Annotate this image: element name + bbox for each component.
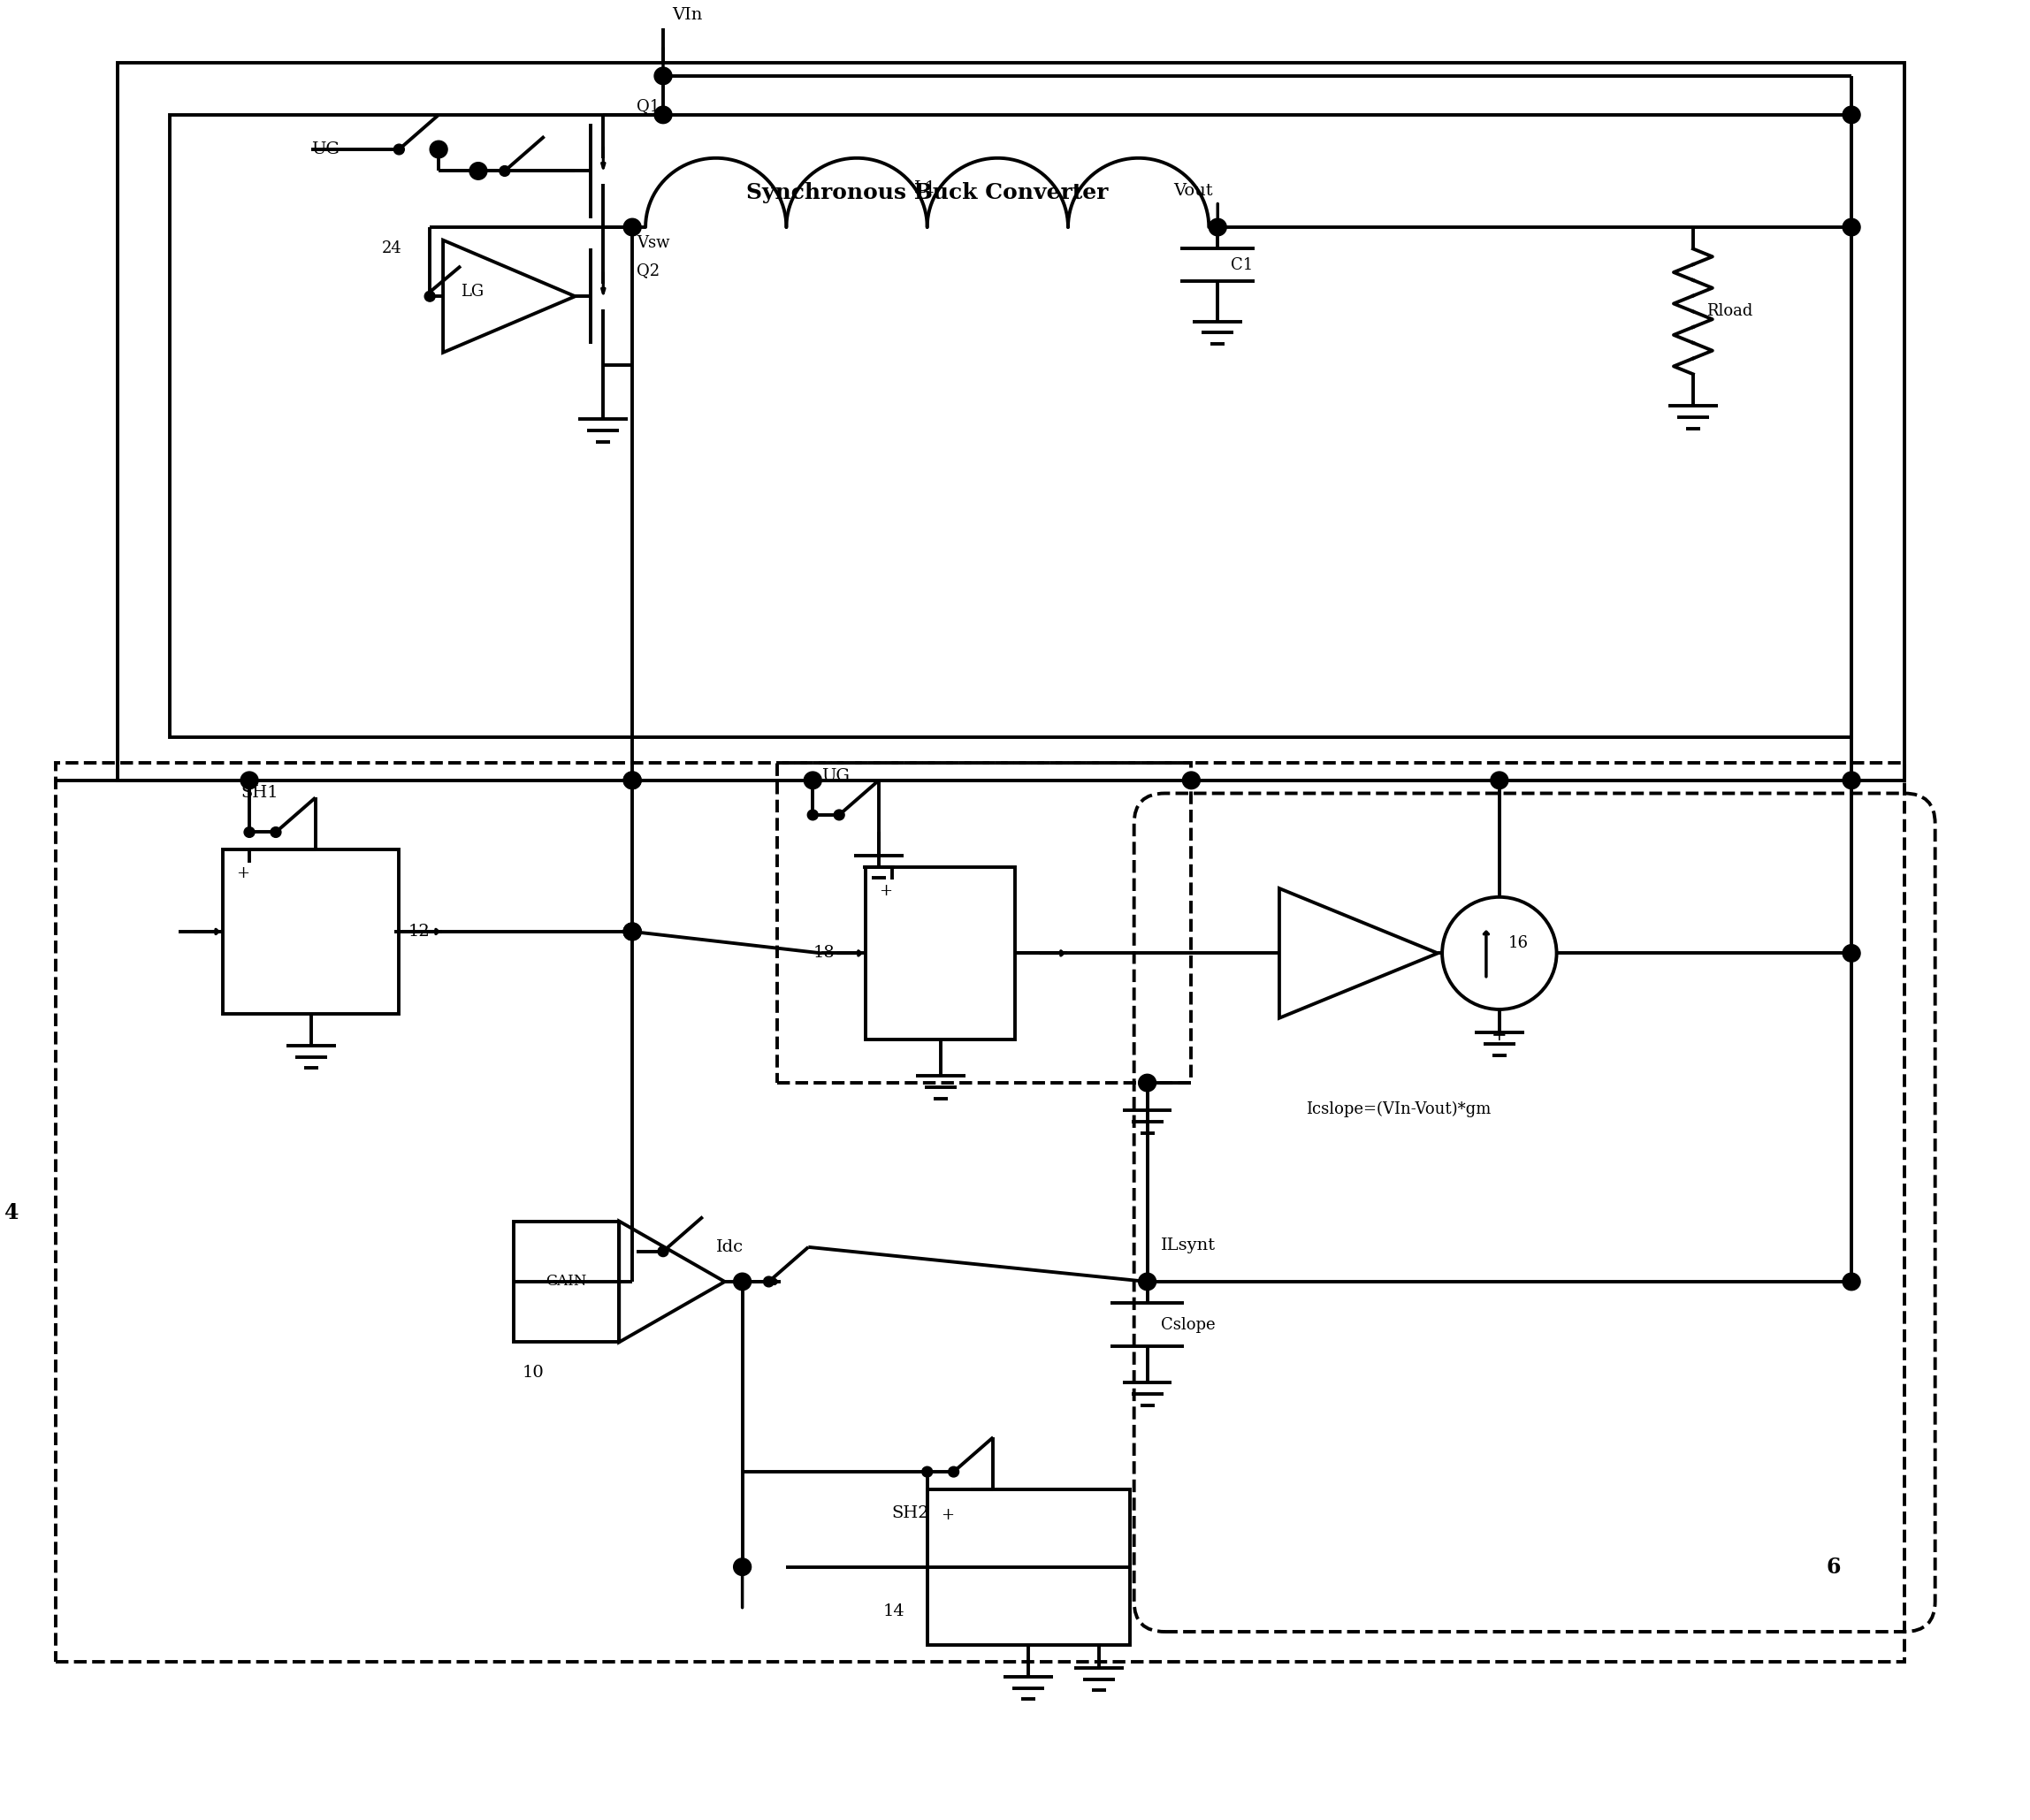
Text: C1: C1 — [1230, 257, 1253, 273]
Bar — [928, 1489, 1129, 1645]
Circle shape — [1843, 772, 1859, 790]
Circle shape — [430, 140, 447, 158]
Circle shape — [623, 923, 641, 941]
Text: Vsw: Vsw — [637, 235, 670, 251]
Text: 14: 14 — [883, 1603, 905, 1620]
Circle shape — [808, 810, 818, 821]
Text: Idc: Idc — [717, 1239, 743, 1256]
Text: ILsynt: ILsynt — [1161, 1238, 1216, 1254]
Text: UG: UG — [311, 142, 339, 157]
Circle shape — [623, 218, 641, 237]
Text: Rload: Rload — [1707, 304, 1752, 318]
Text: 16: 16 — [1508, 935, 1529, 950]
Text: UG: UG — [822, 768, 851, 784]
Circle shape — [1139, 1272, 1155, 1290]
Text: +: + — [879, 883, 891, 899]
Circle shape — [1843, 106, 1859, 124]
Circle shape — [1139, 1074, 1155, 1092]
Text: +: + — [940, 1507, 954, 1523]
Text: Vout: Vout — [1173, 184, 1214, 198]
Text: 18: 18 — [812, 945, 834, 961]
Circle shape — [834, 810, 844, 821]
Text: Cslope: Cslope — [1161, 1318, 1216, 1332]
Circle shape — [1843, 945, 1859, 961]
Circle shape — [623, 923, 641, 941]
Text: Q1: Q1 — [637, 98, 660, 115]
Text: 6: 6 — [1827, 1556, 1841, 1578]
Bar — [777, 763, 1192, 1083]
Text: Synchronous Buck Converter: Synchronous Buck Converter — [747, 182, 1108, 204]
Circle shape — [733, 1272, 751, 1290]
Circle shape — [242, 772, 258, 790]
Text: LG: LG — [461, 284, 483, 300]
Circle shape — [654, 106, 672, 124]
Circle shape — [424, 291, 434, 302]
Text: L1: L1 — [914, 180, 936, 197]
Bar — [118, 64, 1904, 781]
Text: 12: 12 — [408, 925, 430, 939]
Text: Icslope=(VIn-Vout)*gm: Icslope=(VIn-Vout)*gm — [1305, 1101, 1490, 1117]
Circle shape — [1843, 1272, 1859, 1290]
Circle shape — [499, 166, 510, 177]
Circle shape — [1210, 218, 1226, 237]
Circle shape — [623, 772, 641, 790]
Circle shape — [394, 144, 404, 155]
Circle shape — [733, 1558, 751, 1576]
Circle shape — [623, 772, 641, 790]
Bar — [223, 850, 400, 1014]
Circle shape — [763, 1276, 773, 1287]
Text: VIn: VIn — [672, 7, 702, 24]
Circle shape — [948, 1467, 958, 1478]
Bar — [55, 763, 1904, 1662]
Circle shape — [469, 162, 487, 180]
Bar — [865, 866, 1015, 1039]
Text: SH1: SH1 — [242, 786, 278, 801]
Circle shape — [244, 826, 254, 837]
Circle shape — [658, 1247, 668, 1256]
Text: 24: 24 — [382, 240, 402, 257]
Circle shape — [1843, 218, 1859, 237]
Text: 4: 4 — [4, 1201, 18, 1223]
Text: GAIN: GAIN — [546, 1274, 587, 1289]
Circle shape — [270, 826, 280, 837]
Circle shape — [654, 67, 672, 84]
Circle shape — [804, 772, 822, 790]
Text: 10: 10 — [522, 1365, 544, 1380]
Circle shape — [922, 1467, 932, 1478]
Circle shape — [1490, 772, 1508, 790]
Text: +: + — [235, 866, 250, 881]
Bar — [171, 115, 1851, 737]
Text: SH2: SH2 — [891, 1505, 930, 1522]
Text: +: + — [1492, 1026, 1506, 1043]
Text: Q2: Q2 — [637, 262, 660, 278]
Circle shape — [623, 923, 641, 941]
Circle shape — [1183, 772, 1200, 790]
Bar — [514, 1221, 619, 1341]
